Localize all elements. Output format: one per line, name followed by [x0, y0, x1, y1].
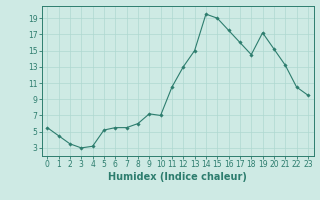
X-axis label: Humidex (Indice chaleur): Humidex (Indice chaleur) — [108, 172, 247, 182]
